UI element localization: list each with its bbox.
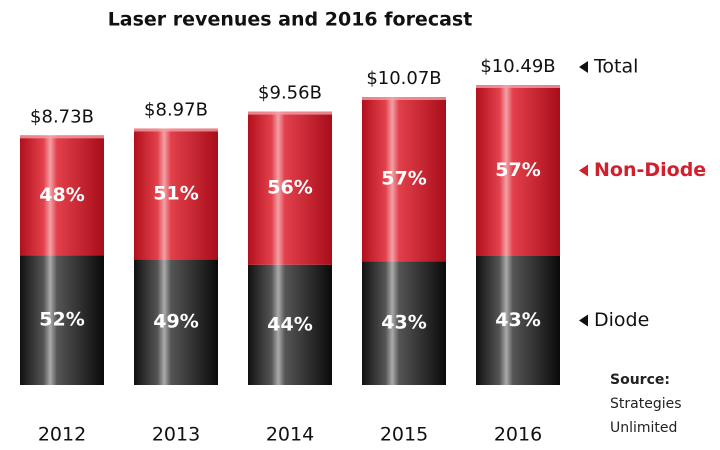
bar-top <box>248 111 332 115</box>
data-label: 57% <box>495 159 540 181</box>
data-label: 56% <box>267 177 312 199</box>
bar-segment <box>134 128 218 260</box>
legend-label: Non-Diode <box>594 159 706 181</box>
data-label: 44% <box>267 313 312 335</box>
data-label: 57% <box>381 168 426 190</box>
bar-segment <box>362 97 446 262</box>
source-label: Source: <box>610 372 670 388</box>
bar-segment <box>20 135 104 256</box>
legend-arrow <box>579 61 588 73</box>
data-label: 48% <box>39 184 84 206</box>
data-label: 49% <box>153 311 198 333</box>
total-label: $10.49B <box>480 56 555 77</box>
x-tick-label: 2015 <box>380 424 428 446</box>
bar-segment <box>476 256 560 385</box>
x-tick-label: 2012 <box>38 424 86 446</box>
bar-top <box>134 128 218 132</box>
legend-label: Diode <box>594 309 649 331</box>
x-tick-label: 2013 <box>152 424 200 446</box>
total-label: $10.07B <box>366 68 441 89</box>
bar-segment <box>248 264 332 385</box>
source-text: Strategies <box>610 396 682 412</box>
legend-arrow <box>579 164 588 177</box>
bar-segment <box>134 259 218 385</box>
chart-title: Laser revenues and 2016 forecast <box>108 9 473 31</box>
source-text: Unlimited <box>610 420 677 436</box>
x-tick-label: 2016 <box>494 424 542 446</box>
data-label: 52% <box>39 309 84 331</box>
total-label: $9.56B <box>258 83 322 104</box>
total-label: $8.97B <box>144 99 208 120</box>
data-label: 51% <box>153 182 198 204</box>
data-label: 43% <box>381 312 426 334</box>
legend-label: Total <box>593 56 638 78</box>
data-label: 43% <box>495 309 540 331</box>
bar-segment <box>476 85 560 256</box>
bar-top <box>20 135 104 139</box>
bar-segment <box>248 111 332 265</box>
total-label: $8.73B <box>30 106 94 127</box>
bar-top <box>362 97 446 101</box>
bar-segment <box>362 261 446 385</box>
x-tick-label: 2014 <box>266 424 314 446</box>
bar-segment <box>20 255 104 385</box>
bar-top <box>476 85 560 88</box>
legend-arrow <box>579 314 588 327</box>
